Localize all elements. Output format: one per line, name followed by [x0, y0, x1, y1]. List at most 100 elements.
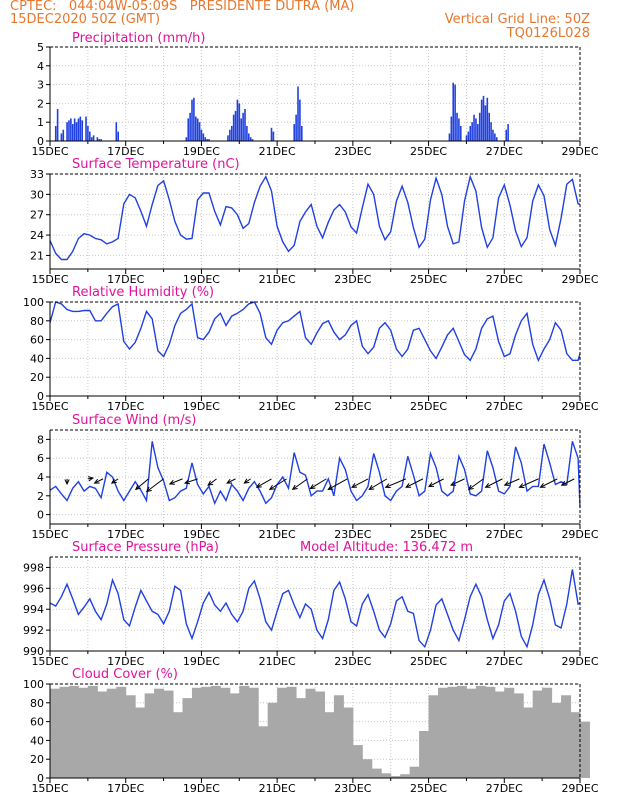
precip-xtick-label: 23DEC [334, 145, 371, 158]
precip-bar [229, 129, 231, 141]
precip-ytick-label: 5 [37, 41, 44, 54]
cloud-area [248, 687, 259, 778]
precip-bar [249, 137, 252, 141]
precip-bar [87, 125, 89, 141]
precip-bar [473, 114, 475, 141]
wind-vector [468, 478, 484, 490]
cloud-area [144, 693, 155, 778]
temp-panel: 21 24 27 30 33 15DEC 17DEC 19DEC 21DEC 23DEC 25DEC… [30, 157, 599, 286]
cloud-area [305, 688, 316, 778]
precip-bar [251, 139, 254, 141]
precip-bar [96, 137, 99, 141]
precip-bar [240, 118, 243, 141]
cloud-area [97, 691, 108, 778]
temp-ytick-label: 33 [30, 168, 44, 181]
temp-xtick-label: 15DEC [31, 273, 68, 286]
wind-vector [169, 478, 183, 485]
wind-vector [226, 478, 236, 484]
wind-ytick-label: 4 [37, 471, 44, 484]
wind-title: Surface Wind (m/s) [72, 413, 196, 428]
wind-vector [269, 478, 287, 490]
wind-vector [111, 478, 119, 484]
wind-xtick-label: 25DEC [410, 528, 447, 541]
precip-bar [244, 109, 246, 141]
rh-xtick-label: 21DEC [259, 400, 296, 413]
cloud-area [315, 691, 325, 778]
wind-xtick-label: 15DEC [31, 528, 68, 541]
wind-vector [540, 478, 558, 488]
wind-ytick-label: 0 [37, 509, 44, 522]
precip-bar [469, 125, 472, 141]
temp-title: Surface Temperature (nC) [72, 157, 240, 172]
pressure-xtick-label: 19DEC [183, 655, 220, 668]
wind-vector-head [207, 480, 214, 486]
precip-bar [234, 110, 237, 141]
pressure-title: Surface Pressure (hPa) [72, 540, 219, 555]
precip-bar [90, 137, 93, 141]
precip-bar [81, 120, 84, 141]
cloud-area [513, 693, 524, 778]
precip-bar [507, 124, 509, 141]
precip-bar [458, 118, 460, 141]
precip-bar [70, 118, 72, 141]
wind-vector [184, 478, 198, 484]
cloud-xtick-label: 25DEC [410, 782, 447, 795]
pressure-note: Model Altitude: 136.472 m [300, 540, 473, 555]
pressure-xtick-label: 27DEC [486, 655, 523, 668]
precip-bar [185, 137, 188, 141]
precip-bar [66, 122, 68, 141]
cloud-area [68, 685, 79, 778]
wind-vector [428, 478, 444, 487]
precip-bar [495, 137, 498, 141]
precip-bar [242, 112, 244, 141]
wind-vector [292, 478, 308, 490]
wind-vector [450, 478, 465, 486]
pressure-panel: 990 992 994 996 998 15DEC 17DEC 19DEC 21DEC 23DEC… [23, 540, 599, 668]
cloud-area [229, 693, 240, 778]
wind-vector [485, 478, 503, 488]
precip-xtick-label: 17DEC [107, 145, 144, 158]
precip-bar [54, 125, 57, 141]
wind-vector [94, 478, 104, 484]
precip-bar [200, 129, 203, 141]
cloud-area [324, 712, 335, 778]
cloud-area [296, 698, 307, 778]
cloud-panel: 0 20 40 60 80 100 15DEC 17DEC 19DEC 21DEC 23DEC 25D… [23, 667, 599, 795]
cloud-area [116, 686, 127, 778]
precip-ytick-label: 0 [37, 135, 44, 148]
wind-vector [244, 478, 251, 484]
precip-bar [202, 133, 205, 141]
wind-vector-head [255, 482, 262, 488]
wind-xtick-label: 21DEC [259, 528, 296, 541]
wind-vector [207, 478, 217, 486]
cloud-area [400, 774, 411, 778]
cloud-ytick-label: 20 [30, 753, 44, 766]
header-station: CPTEC: 044:04W-05:09S PRESIDENTE DUTRA (… [10, 0, 355, 14]
rh-xtick-label: 29DEC [561, 400, 598, 413]
precip-ytick-label: 4 [37, 60, 44, 73]
precip-bar [79, 116, 82, 141]
precip-bar [272, 131, 275, 141]
wind-xtick-label: 27DEC [486, 528, 523, 541]
precip-bar [204, 137, 207, 141]
precip-bar [100, 139, 102, 141]
rh-ytick-label: 40 [30, 352, 44, 365]
precip-xtick-label: 15DEC [31, 145, 68, 158]
precip-bar [238, 103, 241, 141]
precip-bar [465, 135, 468, 141]
precip-bar [450, 116, 453, 141]
wind-vector-head [560, 480, 567, 486]
precip-bar [246, 125, 248, 141]
wind-vector-head [309, 484, 316, 490]
cloud-area [456, 685, 467, 778]
cloud-area [542, 687, 553, 778]
wind-vector-head [134, 484, 141, 491]
precip-bar [92, 135, 95, 141]
precip-bar [68, 120, 70, 141]
rh-xtick-label: 27DEC [486, 400, 523, 413]
cloud-area [191, 687, 202, 778]
cloud-area [106, 688, 117, 778]
rh-title: Relative Humidity (%) [72, 285, 214, 300]
rh-xtick-label: 15DEC [31, 400, 68, 413]
wind-vector-head [168, 479, 175, 485]
